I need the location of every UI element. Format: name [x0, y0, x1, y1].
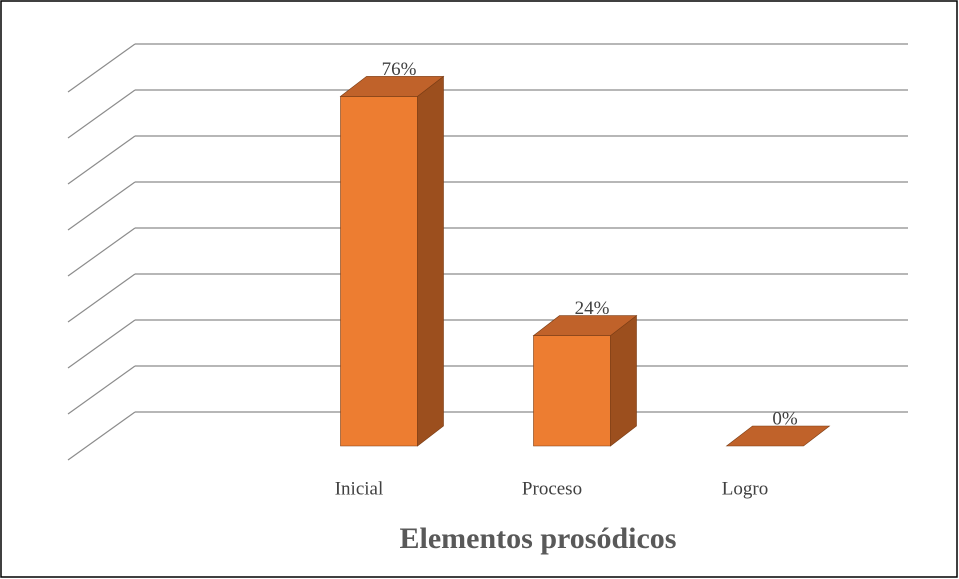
- bar-front: [340, 96, 418, 447]
- bar-top: [725, 425, 831, 447]
- bar: [725, 425, 831, 447]
- bar-side: [610, 314, 637, 447]
- grid-line-side: [67, 181, 136, 231]
- x-tick-label: Logro: [722, 478, 768, 499]
- grid-line-side: [67, 365, 136, 415]
- bar-front: [533, 335, 611, 447]
- grid-line-side: [67, 411, 136, 461]
- bar-top: [339, 76, 445, 97]
- grid-line-side: [67, 89, 136, 139]
- value-label: 76%: [382, 59, 417, 80]
- grid-line-side: [67, 273, 136, 323]
- bar: [532, 314, 638, 447]
- x-tick-label: Proceso: [522, 478, 582, 499]
- bar: [339, 75, 445, 447]
- grid-line-side: [67, 43, 136, 93]
- x-tick-label: Inicial: [335, 478, 384, 499]
- value-label: 0%: [772, 408, 798, 429]
- grid-line-side: [67, 319, 136, 369]
- grid-line-side: [67, 135, 136, 185]
- bar-side: [417, 75, 444, 447]
- value-label: 24%: [575, 298, 610, 319]
- grid-line-side: [67, 227, 136, 277]
- chart-title: Elementos prosódicos: [400, 522, 677, 555]
- bar-top: [532, 315, 638, 336]
